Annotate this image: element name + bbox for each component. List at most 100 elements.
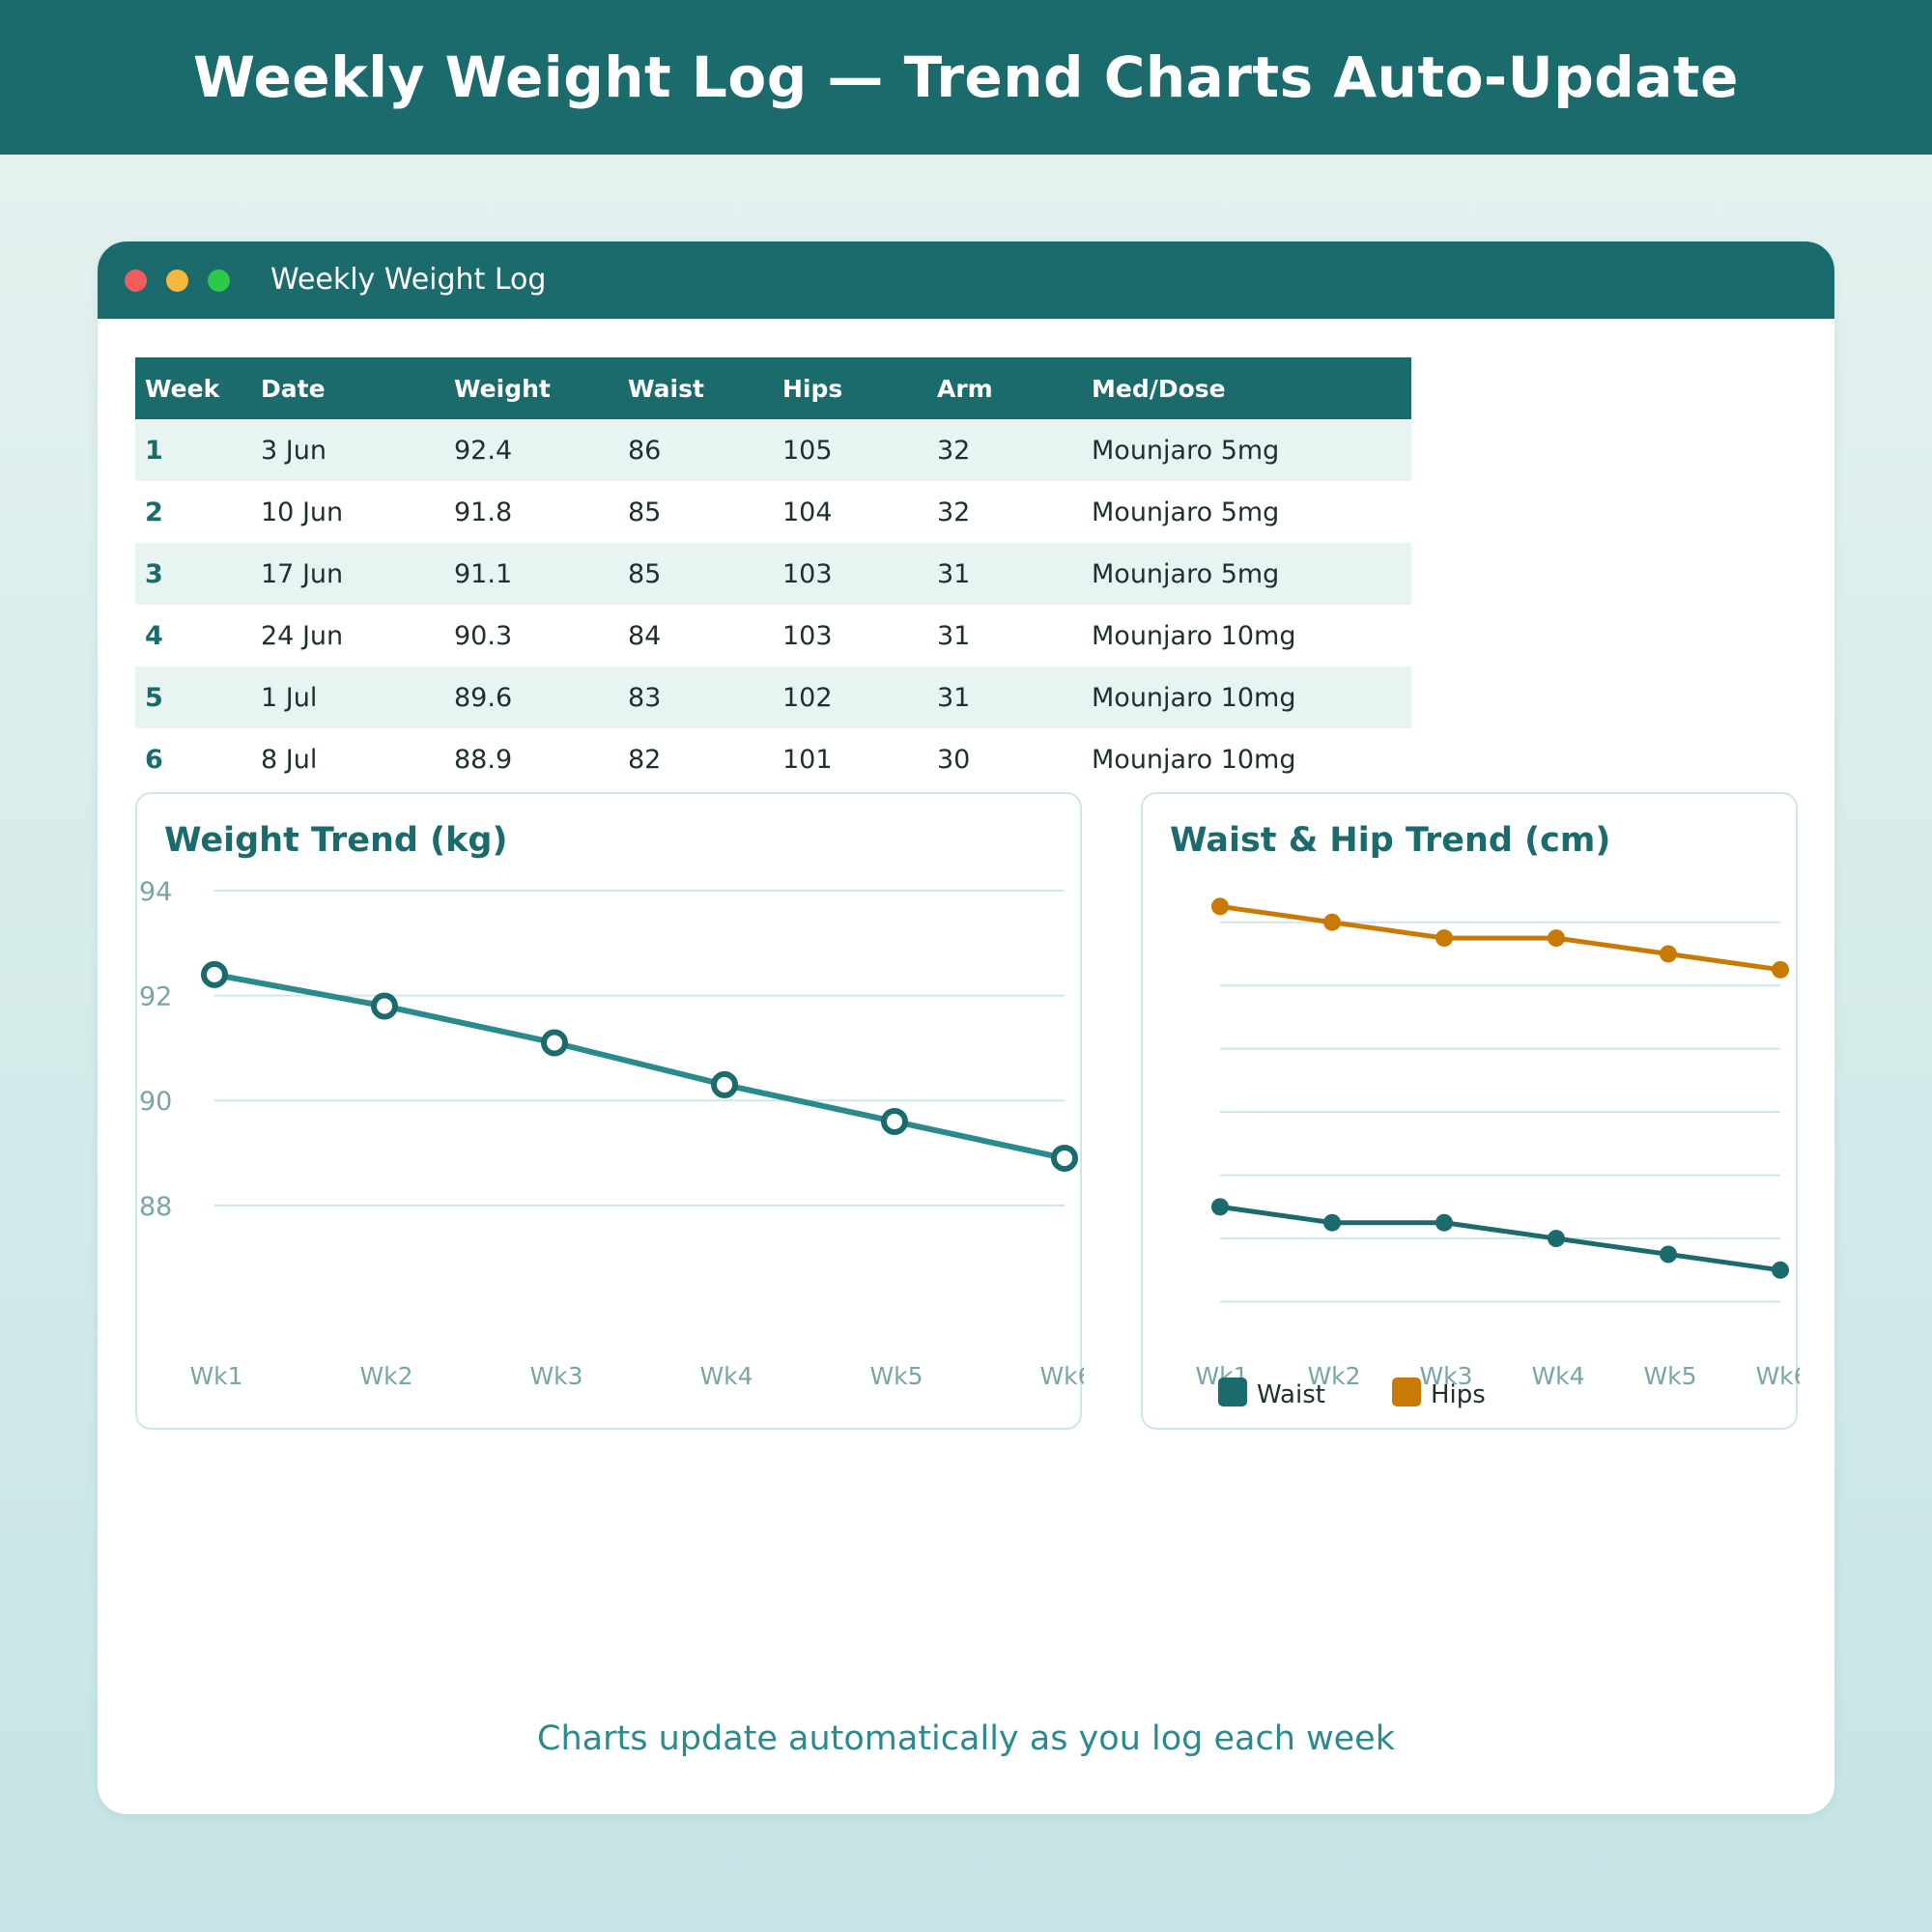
hips-data-point — [1772, 960, 1789, 979]
header-banner: Weekly Weight Log — Trend Charts Auto-Up… — [0, 0, 1932, 155]
hips-data-point — [1211, 897, 1229, 916]
waist-data-point — [1660, 1245, 1677, 1264]
waist-data-point — [1435, 1213, 1453, 1232]
column-header-week: Week — [135, 357, 251, 419]
x-tick-label: Wk3 — [1419, 1362, 1472, 1390]
arm-cell[interactable]: 31 — [927, 667, 1082, 728]
column-header-weight: Weight — [444, 357, 618, 419]
hips-series-line — [1217, 903, 1783, 973]
banner-title: Weekly Weight Log — Trend Charts Auto-Up… — [193, 44, 1739, 110]
med-dose-cell[interactable]: Mounjaro 5mg — [1082, 543, 1411, 605]
weight-series-line — [212, 971, 1067, 1161]
waist-data-point — [1323, 1213, 1341, 1232]
arm-cell[interactable]: 32 — [927, 419, 1082, 481]
arm-cell[interactable]: 32 — [927, 481, 1082, 543]
table-row[interactable]: 2 10 Jun 91.8 85 104 32 Mounjaro 5mg — [135, 481, 1411, 543]
week-cell[interactable]: 4 — [135, 605, 251, 667]
table-row[interactable]: 1 3 Jun 92.4 86 105 32 Mounjaro 5mg — [135, 419, 1411, 481]
waist-hip-trend-card: Waist & Hip Trend (cm) Wk1 Wk2 Wk3 Wk4 Wk5 Wk… — [1141, 792, 1800, 1430]
med-dose-cell[interactable]: Mounjaro 10mg — [1082, 667, 1411, 728]
table-header-row: Week Date Weight Waist Hips Arm Med/Dose — [135, 357, 1411, 419]
weight-cell[interactable]: 88.9 — [444, 728, 618, 790]
legend-swatch-waist — [1218, 1378, 1247, 1406]
week-cell[interactable]: 1 — [135, 419, 251, 481]
waist-data-point — [1548, 1230, 1565, 1248]
x-tick-label: Wk4 — [699, 1362, 753, 1390]
data-point — [881, 1107, 908, 1135]
med-dose-cell[interactable]: Mounjaro 5mg — [1082, 419, 1411, 481]
arm-cell[interactable]: 30 — [927, 728, 1082, 790]
waist-cell[interactable]: 86 — [618, 419, 773, 481]
x-tick-label: Wk2 — [1307, 1362, 1360, 1390]
week-cell[interactable]: 5 — [135, 667, 251, 728]
date-cell[interactable]: 24 Jun — [251, 605, 444, 667]
date-cell[interactable]: 17 Jun — [251, 543, 444, 605]
close-window-button[interactable] — [125, 270, 147, 292]
weight-trend-card: Weight Trend (kg) 94 92 90 88 Wk1 Wk2 Wk3 Wk4 Wk… — [135, 792, 1084, 1430]
column-header-date: Date — [251, 357, 444, 419]
waist-cell[interactable]: 82 — [618, 728, 773, 790]
weight-log-table: Week Date Weight Waist Hips Arm Med/Dose… — [135, 357, 1411, 790]
y-tick-label: 92 — [139, 982, 172, 1012]
y-tick-label: 88 — [139, 1192, 172, 1222]
table-row[interactable]: 5 1 Jul 89.6 83 102 31 Mounjaro 10mg — [135, 667, 1411, 728]
table-row[interactable]: 3 17 Jun 91.1 85 103 31 Mounjaro 5mg — [135, 543, 1411, 605]
hips-cell[interactable]: 101 — [773, 728, 927, 790]
x-tick-label: Wk6 — [1755, 1362, 1800, 1390]
x-tick-label: Wk6 — [1039, 1362, 1084, 1390]
med-dose-cell[interactable]: Mounjaro 10mg — [1082, 728, 1411, 790]
column-header-hips: Hips — [773, 357, 927, 419]
hips-cell[interactable]: 103 — [773, 543, 927, 605]
weight-cell[interactable]: 90.3 — [444, 605, 618, 667]
date-cell[interactable]: 3 Jun — [251, 419, 444, 481]
date-cell[interactable]: 8 Jul — [251, 728, 444, 790]
x-tick-label: Wk4 — [1531, 1362, 1584, 1390]
arm-cell[interactable]: 31 — [927, 543, 1082, 605]
arm-cell[interactable]: 31 — [927, 605, 1082, 667]
column-header-med-dose: Med/Dose — [1082, 357, 1411, 419]
y-tick-label: 94 — [139, 877, 172, 907]
waist-cell[interactable]: 85 — [618, 543, 773, 605]
hips-cell[interactable]: 103 — [773, 605, 927, 667]
waist-cell[interactable]: 85 — [618, 481, 773, 543]
x-tick-label: Wk5 — [1643, 1362, 1696, 1390]
window-titlebar: Weekly Weight Log — [98, 242, 1834, 319]
waist-cell[interactable]: 84 — [618, 605, 773, 667]
weight-cell[interactable]: 91.8 — [444, 481, 618, 543]
maximize-window-button[interactable] — [208, 270, 230, 292]
weight-cell[interactable]: 89.6 — [444, 667, 618, 728]
table-row[interactable]: 6 8 Jul 88.9 82 101 30 Mounjaro 10mg — [135, 728, 1411, 790]
week-cell[interactable]: 6 — [135, 728, 251, 790]
minimize-window-button[interactable] — [166, 270, 188, 292]
week-cell[interactable]: 2 — [135, 481, 251, 543]
waist-hip-trend-chart: Wk1Wk2Wk3Wk4Wk5Wk6WaistHips — [1195, 897, 1800, 1409]
data-point — [1051, 1144, 1078, 1172]
waist-cell[interactable]: 83 — [618, 667, 773, 728]
week-cell[interactable]: 3 — [135, 543, 251, 605]
hips-cell[interactable]: 102 — [773, 667, 927, 728]
legend-swatch-hips — [1392, 1378, 1421, 1406]
waist-hip-chart-title: Waist & Hip Trend (cm) — [1170, 821, 1611, 860]
x-tick-label: Wk2 — [359, 1362, 412, 1390]
hips-data-point — [1548, 929, 1565, 948]
med-dose-cell[interactable]: Mounjaro 5mg — [1082, 481, 1411, 543]
med-dose-cell[interactable]: Mounjaro 10mg — [1082, 605, 1411, 667]
waist-series-line — [1217, 1204, 1783, 1273]
hips-cell[interactable]: 104 — [773, 481, 927, 543]
weight-cell[interactable]: 91.1 — [444, 543, 618, 605]
date-cell[interactable]: 1 Jul — [251, 667, 444, 728]
window-title: Weekly Weight Log — [270, 263, 547, 297]
x-tick-label: Wk3 — [529, 1362, 582, 1390]
waist-data-point — [1772, 1261, 1789, 1279]
weight-trend-chart: 94 92 90 88 Wk1 Wk2 Wk3 Wk4 Wk5 Wk6 — [139, 877, 1084, 1390]
x-tick-label: Wk1 — [189, 1362, 242, 1390]
hips-cell[interactable]: 105 — [773, 419, 927, 481]
data-point — [711, 1070, 738, 1098]
weight-cell[interactable]: 92.4 — [444, 419, 618, 481]
hips-data-point — [1660, 945, 1677, 963]
data-point — [201, 960, 228, 988]
table-row[interactable]: 4 24 Jun 90.3 84 103 31 Mounjaro 10mg — [135, 605, 1411, 667]
legend-label-hips: Hips — [1431, 1380, 1486, 1409]
app-window: Weekly Weight Log Week Date Weight Waist… — [98, 242, 1834, 1814]
date-cell[interactable]: 10 Jun — [251, 481, 444, 543]
